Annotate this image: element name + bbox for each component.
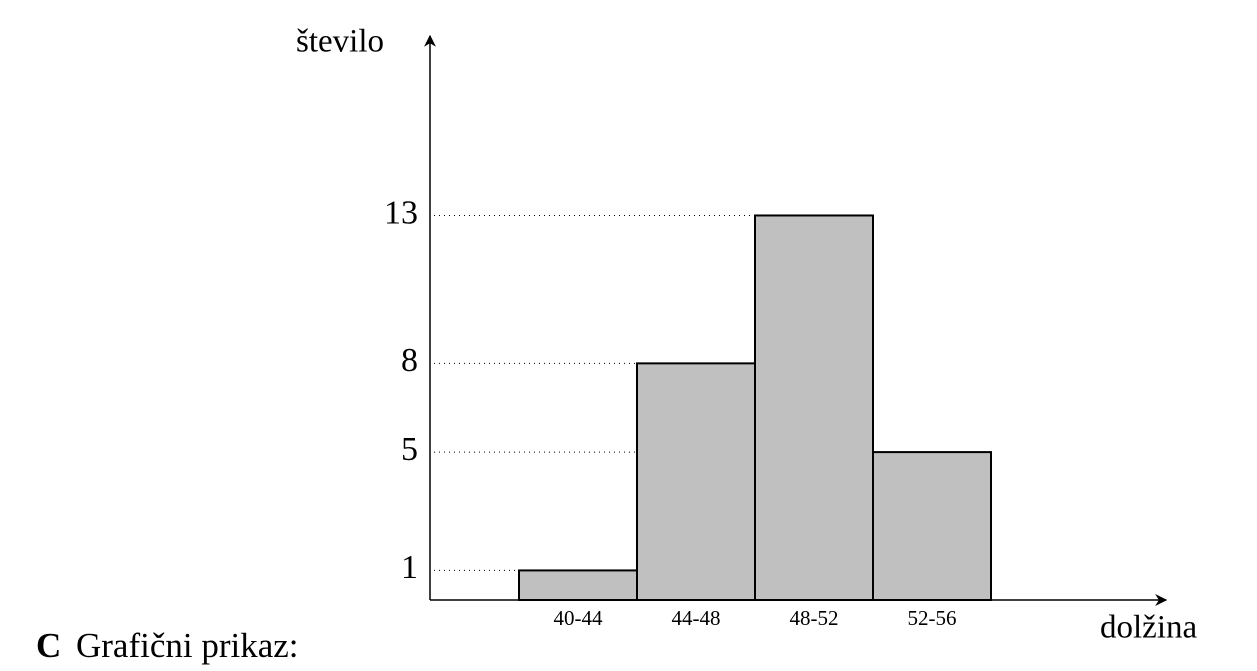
caption-text: Grafični prikaz: — [76, 626, 299, 665]
bar — [754, 214, 874, 601]
x-tick-label: 48-52 — [790, 606, 839, 630]
bar — [518, 569, 638, 602]
y-axis-label: število — [296, 24, 384, 60]
x-tick-label: 40-44 — [554, 606, 603, 630]
x-tick-label: 44-48 — [672, 606, 721, 630]
grid — [434, 214, 755, 571]
x-axis-label: dolžina — [1100, 610, 1197, 646]
y-tick-label: 1 — [401, 549, 418, 586]
y-tick-label: 8 — [401, 342, 418, 379]
x-tick-label: 52-56 — [908, 606, 957, 630]
bar — [636, 362, 756, 601]
y-tick-label: 5 — [401, 431, 418, 468]
caption-letter: C — [36, 626, 61, 665]
bars — [518, 214, 992, 602]
bar — [872, 451, 992, 601]
y-tick-label: 13 — [384, 194, 418, 231]
